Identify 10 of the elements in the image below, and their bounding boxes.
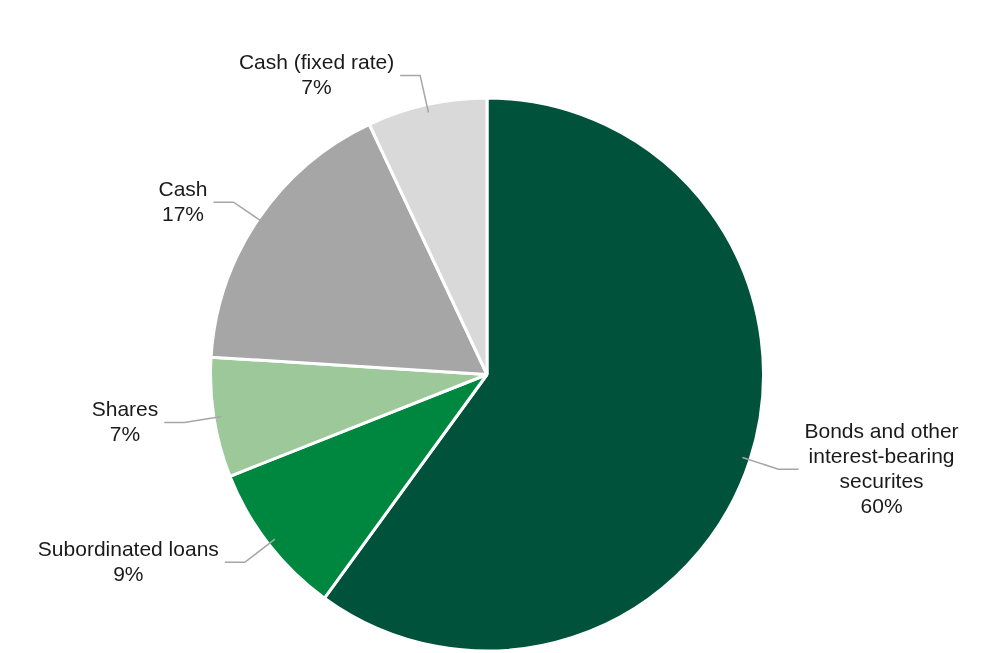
slice-label: Shares [91, 396, 159, 420]
slice-label: Cash (fixed rate) [238, 49, 395, 73]
data-label: 7% [301, 74, 332, 98]
data-label: 9% [113, 561, 144, 585]
data-label: 7% [109, 421, 141, 445]
slice-label: Cash [158, 176, 208, 200]
data-label: 17% [161, 201, 204, 225]
data-label: 60% [860, 493, 903, 517]
slice-label: Subordinated loans [37, 536, 219, 560]
slice-label: Bonds and other interest-bearing securites [804, 418, 959, 492]
